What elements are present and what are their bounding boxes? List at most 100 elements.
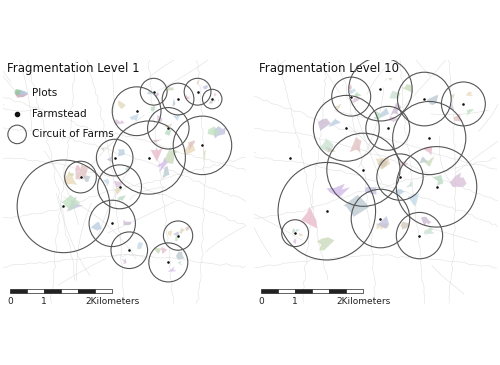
Polygon shape [214, 92, 216, 97]
Polygon shape [211, 100, 214, 103]
Polygon shape [466, 92, 473, 96]
Polygon shape [137, 242, 143, 249]
Polygon shape [164, 146, 178, 164]
Polygon shape [298, 233, 303, 236]
Polygon shape [84, 176, 90, 182]
Polygon shape [450, 101, 454, 111]
Polygon shape [212, 98, 216, 103]
Polygon shape [318, 118, 332, 131]
Polygon shape [432, 173, 444, 187]
Polygon shape [185, 226, 190, 231]
Polygon shape [130, 114, 138, 121]
Polygon shape [389, 116, 398, 122]
Polygon shape [352, 97, 360, 103]
Polygon shape [115, 119, 124, 125]
Text: Fragmentation Level 10: Fragmentation Level 10 [258, 62, 398, 76]
Polygon shape [451, 93, 454, 99]
Polygon shape [398, 161, 408, 166]
Polygon shape [128, 246, 134, 252]
Polygon shape [320, 138, 334, 153]
Polygon shape [151, 106, 156, 111]
Polygon shape [420, 156, 432, 166]
Polygon shape [326, 184, 350, 197]
Polygon shape [196, 80, 200, 85]
Polygon shape [328, 118, 341, 127]
Polygon shape [20, 91, 28, 95]
Bar [61, 289, 78, 293]
Polygon shape [74, 165, 80, 172]
Text: Fragmentation Level 1: Fragmentation Level 1 [8, 62, 140, 76]
Polygon shape [379, 106, 389, 117]
Polygon shape [168, 230, 172, 237]
Polygon shape [344, 195, 369, 217]
Polygon shape [68, 173, 74, 177]
Polygon shape [401, 84, 413, 93]
Polygon shape [390, 103, 402, 116]
Polygon shape [373, 111, 383, 119]
Text: 0: 0 [7, 297, 12, 306]
Polygon shape [173, 114, 180, 122]
Bar [27, 289, 44, 293]
Polygon shape [423, 155, 435, 167]
Polygon shape [389, 91, 400, 101]
Polygon shape [424, 143, 432, 155]
Polygon shape [15, 91, 28, 97]
Polygon shape [178, 261, 183, 265]
Text: 1: 1 [41, 297, 47, 306]
Polygon shape [172, 99, 176, 106]
Polygon shape [164, 124, 172, 128]
Polygon shape [217, 98, 219, 102]
Polygon shape [157, 115, 162, 122]
Polygon shape [168, 266, 176, 272]
Polygon shape [91, 222, 102, 231]
Polygon shape [147, 91, 152, 95]
Polygon shape [389, 191, 396, 192]
Text: Circuit of Farms: Circuit of Farms [32, 130, 114, 139]
Polygon shape [100, 147, 106, 151]
Polygon shape [67, 196, 84, 212]
Polygon shape [173, 231, 180, 236]
Polygon shape [406, 181, 412, 188]
Polygon shape [122, 258, 126, 265]
Polygon shape [155, 92, 160, 97]
Polygon shape [354, 92, 362, 97]
Bar [312, 289, 329, 293]
Polygon shape [118, 100, 126, 109]
Polygon shape [208, 126, 220, 135]
Polygon shape [396, 189, 405, 195]
Text: 1: 1 [292, 297, 298, 306]
Polygon shape [400, 222, 410, 230]
Polygon shape [152, 139, 162, 143]
Polygon shape [350, 137, 362, 152]
Polygon shape [154, 247, 162, 254]
Polygon shape [208, 101, 213, 104]
Polygon shape [161, 247, 168, 254]
Bar [261, 289, 278, 293]
Polygon shape [325, 147, 336, 152]
Bar [78, 289, 95, 293]
Polygon shape [384, 78, 393, 82]
Polygon shape [176, 251, 185, 260]
Polygon shape [365, 187, 376, 195]
Polygon shape [292, 228, 296, 234]
Polygon shape [114, 181, 122, 188]
Polygon shape [408, 193, 419, 205]
Polygon shape [168, 87, 174, 91]
Polygon shape [64, 171, 78, 185]
Polygon shape [188, 140, 195, 150]
Polygon shape [376, 158, 390, 170]
Polygon shape [104, 178, 110, 187]
Polygon shape [117, 195, 126, 201]
Polygon shape [185, 95, 190, 99]
Polygon shape [348, 84, 352, 92]
Polygon shape [114, 187, 122, 195]
Polygon shape [62, 195, 80, 211]
Polygon shape [184, 142, 196, 155]
Text: 2Kilometers: 2Kilometers [336, 297, 390, 306]
Polygon shape [378, 159, 388, 169]
Polygon shape [76, 164, 88, 179]
Polygon shape [301, 207, 317, 228]
Polygon shape [118, 149, 125, 157]
Polygon shape [14, 89, 25, 95]
Polygon shape [162, 166, 170, 179]
